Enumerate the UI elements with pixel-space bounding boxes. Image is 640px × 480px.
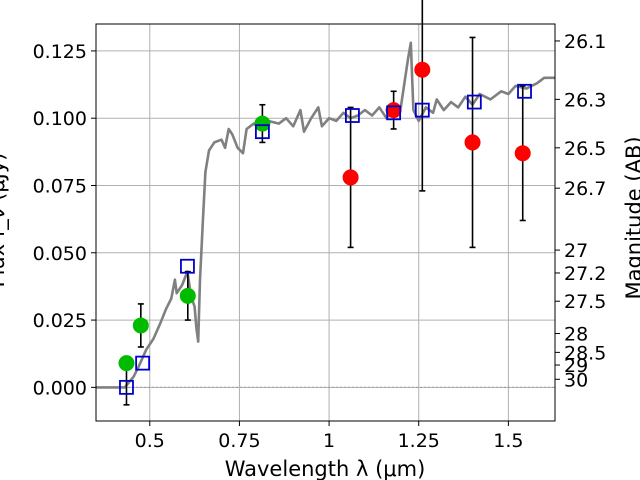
right-tick-label: 26.3 bbox=[564, 89, 606, 111]
y-tick-label: 0.000 bbox=[33, 377, 87, 399]
right-tick-label: 27 bbox=[564, 240, 588, 262]
x-tick-label: 1 bbox=[323, 430, 335, 452]
red-point bbox=[514, 145, 531, 162]
model-box-marker bbox=[254, 124, 270, 140]
red-point bbox=[342, 169, 359, 186]
right-tick-label: 28 bbox=[564, 324, 588, 346]
x-tick-label: 0.5 bbox=[135, 430, 165, 452]
right-tick-label: 26.7 bbox=[564, 178, 606, 200]
y-axis-label: Flux f_ν (μJy) bbox=[0, 153, 10, 288]
model-box-marker bbox=[517, 83, 532, 99]
y-tick-label: 0.025 bbox=[33, 310, 87, 332]
spectrum-line bbox=[96, 41, 555, 389]
right-tick-label: 30 bbox=[564, 369, 588, 391]
right-tick-label: 26.5 bbox=[564, 138, 606, 160]
red-point bbox=[464, 134, 481, 151]
right-axis-label: Magnitude (AB) bbox=[622, 136, 640, 299]
x-axis-ticks: 0.5 0.75 1 1.25 1.5 bbox=[135, 421, 523, 452]
model-box-marker bbox=[414, 102, 430, 118]
y-tick-label: 0.100 bbox=[33, 108, 87, 130]
right-tick-label: 27.2 bbox=[564, 263, 606, 285]
x-axis-label: Wavelength λ (μm) bbox=[225, 457, 426, 480]
x-tick-label: 0.75 bbox=[218, 430, 260, 452]
green-point bbox=[179, 287, 196, 304]
y-tick-label: 0.125 bbox=[33, 41, 87, 63]
green-point bbox=[118, 355, 135, 372]
model-spectrum bbox=[96, 41, 555, 389]
model-box-marker bbox=[344, 108, 360, 123]
y-tick-label: 0.050 bbox=[33, 243, 87, 265]
green-point bbox=[132, 317, 149, 334]
green-point bbox=[254, 115, 271, 132]
x-tick-label: 1.5 bbox=[493, 430, 523, 452]
model-box-marker bbox=[135, 355, 151, 371]
right-tick-label: 27.5 bbox=[564, 291, 606, 313]
red-point bbox=[414, 61, 431, 78]
model-box-marker bbox=[386, 105, 402, 121]
model-box-marker bbox=[466, 94, 482, 110]
right-tick-label: 29 bbox=[564, 355, 588, 377]
y-axis-ticks: 0.000 0.025 0.050 0.075 0.100 0.125 bbox=[33, 41, 96, 399]
model-box-marker bbox=[180, 258, 195, 274]
error-bars bbox=[123, 0, 526, 406]
model-box-marker bbox=[119, 379, 134, 395]
data-markers bbox=[118, 61, 532, 395]
plot-frame bbox=[95, 23, 556, 422]
y-tick-label: 0.075 bbox=[33, 175, 87, 197]
x-tick-label: 1.25 bbox=[398, 430, 440, 452]
right-tick-label: 26.1 bbox=[564, 31, 606, 53]
right-tick-label: 28.5 bbox=[564, 342, 606, 364]
grid bbox=[96, 24, 555, 421]
